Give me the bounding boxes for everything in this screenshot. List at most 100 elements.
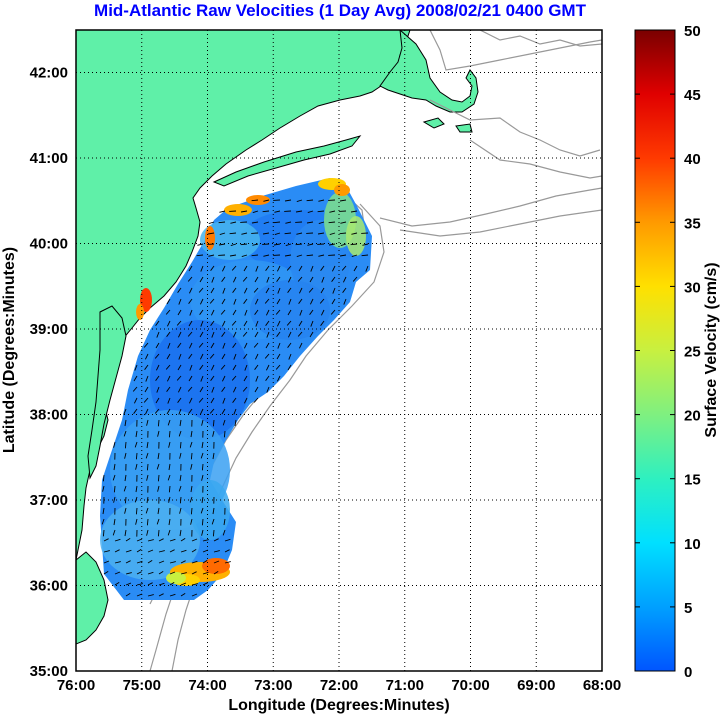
- velocity-vector: [180, 538, 186, 542]
- velocity-vector: [136, 583, 143, 586]
- velocity-vector: [232, 309, 237, 316]
- velocity-vector: [276, 375, 281, 382]
- velocity-vector: [329, 210, 336, 213]
- velocity-vector: [285, 221, 292, 224]
- velocity-vector: [218, 243, 226, 246]
- x-tick-label: 75:00: [123, 677, 161, 694]
- velocity-vector: [145, 452, 149, 459]
- velocity-vector: [188, 397, 193, 404]
- velocity-vector: [166, 331, 171, 337]
- velocity-vector: [200, 452, 204, 459]
- velocity-vector: [307, 243, 314, 246]
- velocity-vector: [288, 298, 292, 305]
- velocity-vector: [273, 221, 281, 224]
- velocity-vector: [169, 571, 176, 575]
- y-tick-label: 37:00: [30, 492, 68, 509]
- velocity-vector: [298, 265, 303, 272]
- velocity-vector: [158, 538, 164, 542]
- velocity-vector: [254, 298, 259, 305]
- velocity-vector: [125, 538, 131, 542]
- velocity-vector: [146, 419, 149, 426]
- velocity-vector: [168, 518, 171, 526]
- velocity-vector: [180, 549, 187, 553]
- velocity-vector: [133, 397, 138, 404]
- velocity-vector: [155, 320, 160, 326]
- x-tick-label: 72:00: [320, 677, 358, 694]
- velocity-vector: [287, 364, 292, 371]
- velocity-vector: [251, 199, 259, 202]
- velocity-vector: [166, 386, 171, 392]
- velocity-vector: [155, 342, 160, 349]
- x-tick-label: 68:00: [583, 677, 621, 694]
- velocity-vector: [167, 397, 171, 404]
- velocity-hotspot: [205, 226, 215, 250]
- velocity-vector: [222, 419, 226, 426]
- velocity-vector: [103, 538, 109, 542]
- velocity-vector: [276, 265, 281, 272]
- velocity-vector: [243, 342, 248, 349]
- velocity-vector: [136, 549, 142, 553]
- velocity-vector: [133, 408, 138, 414]
- velocity-vector: [179, 452, 182, 459]
- velocity-vector: [135, 430, 138, 438]
- velocity-vector: [169, 561, 176, 564]
- velocity-vector: [209, 353, 215, 359]
- velocity-vector: [191, 583, 198, 586]
- velocity-vector: [232, 331, 237, 338]
- x-tick-labels: 76:00 75:00 74:00 73:00 72:00 71:00 70:00 69:00…: [57, 677, 621, 694]
- velocity-vector: [201, 419, 204, 426]
- velocity-vector: [252, 243, 259, 246]
- velocity-vector: [288, 353, 292, 360]
- velocity-vector: [168, 463, 171, 471]
- velocity-vector: [207, 232, 215, 235]
- velocity-vector: [102, 485, 105, 492]
- velocity-vector: [123, 485, 127, 492]
- y-tick-label: 38:00: [30, 407, 68, 424]
- velocity-vector: [221, 331, 226, 337]
- velocity-vector: [262, 210, 270, 213]
- velocity-vector: [145, 507, 149, 514]
- velocity-vector: [188, 320, 193, 327]
- velocity-vector: [329, 232, 336, 236]
- velocity-vector: [233, 353, 237, 360]
- velocity-vector: [339, 199, 347, 202]
- velocity-vector: [154, 353, 160, 359]
- velocity-vector: [254, 386, 259, 393]
- velocity-vector: [143, 342, 149, 348]
- y-tick-label: 42:00: [30, 65, 68, 82]
- velocity-vector: [229, 254, 237, 257]
- velocity-vector: [177, 287, 182, 293]
- velocity-vector: [112, 474, 116, 481]
- velocity-vector: [265, 309, 270, 316]
- velocity-vector: [212, 529, 215, 537]
- velocity-vector: [180, 582, 187, 586]
- velocity-vector: [166, 408, 171, 415]
- velocity-vector: [232, 397, 237, 403]
- velocity-vector: [123, 430, 127, 437]
- velocity-vector: [143, 397, 149, 403]
- x-tick-label: 70:00: [451, 677, 489, 694]
- velocity-vector: [114, 549, 120, 553]
- velocity-vector: [155, 397, 160, 404]
- velocity-vector: [222, 342, 226, 349]
- velocity-vector: [265, 265, 270, 271]
- velocity-vector: [166, 353, 171, 360]
- velocity-vector: [169, 582, 175, 586]
- velocity-vector: [144, 386, 149, 393]
- velocity-vector: [275, 364, 281, 370]
- velocity-vector: [133, 375, 138, 382]
- colorbar-tick-label: 20: [684, 408, 701, 425]
- velocity-vector: [146, 518, 149, 526]
- velocity-vector: [309, 298, 314, 305]
- velocity-vector: [306, 254, 314, 257]
- velocity-vector: [166, 320, 171, 327]
- velocity-vector: [177, 364, 182, 371]
- velocity-vector: [158, 550, 165, 553]
- velocity-vector: [229, 232, 237, 235]
- velocity-vector: [124, 452, 127, 459]
- velocity-vector: [202, 560, 208, 564]
- velocity-vector: [210, 320, 215, 326]
- velocity-vector: [254, 309, 259, 315]
- velocity-vector: [252, 210, 259, 214]
- velocity-vector: [284, 199, 292, 202]
